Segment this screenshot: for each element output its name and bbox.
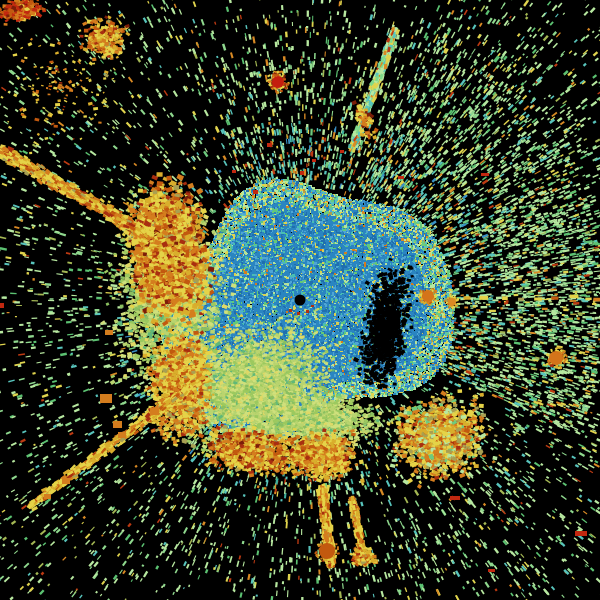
radar-ppi-canvas <box>0 0 600 600</box>
radar-display <box>0 0 600 600</box>
